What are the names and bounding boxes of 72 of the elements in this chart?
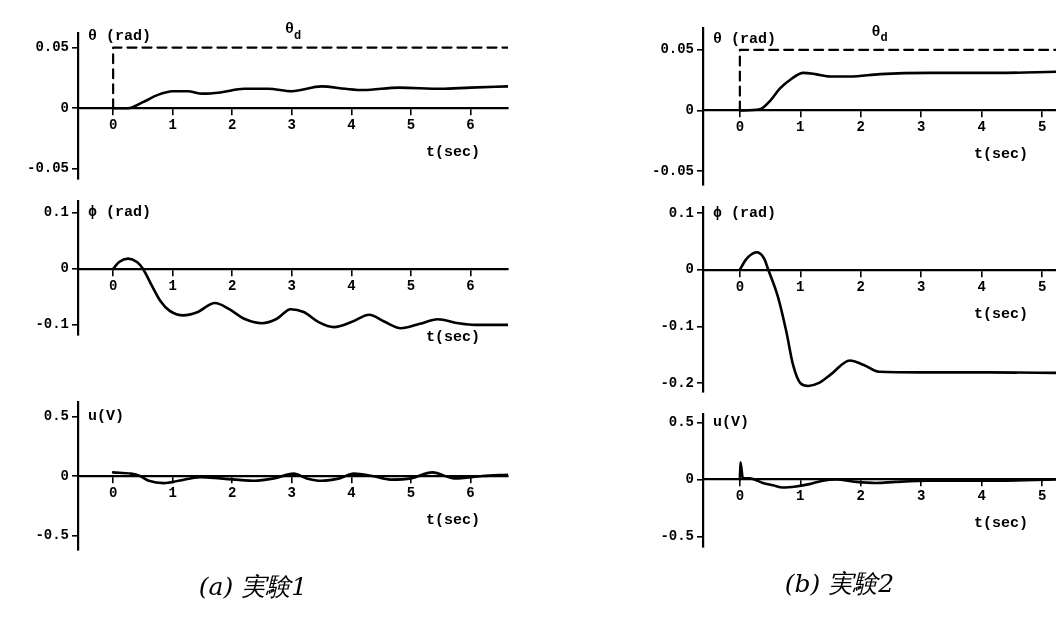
y-axis-title: u(V) [88,408,125,426]
y-tick-label: -0.1 [660,317,694,334]
x-axis-title: t(sec) [425,328,481,346]
y-tick-label: 0.1 [43,204,69,221]
x-tick-label: 5 [1037,119,1047,136]
x-tick-label: 5 [406,277,416,294]
x-tick-label: 2 [228,277,237,294]
x-axis-title: t(sec) [973,146,1029,164]
x-tick-label: 6 [466,277,475,294]
x-tick-label: 2 [856,488,865,505]
y-tick-label: 0.05 [35,39,69,56]
y-tick-label: 0 [60,467,69,484]
x-tick-label: 2 [856,119,865,136]
y-tick-label: 0.1 [668,204,694,221]
x-tick-label: 3 [287,117,297,134]
y-tick-label: -0.5 [35,527,69,544]
y-tick-label: -0.05 [26,160,69,177]
y-tick-label: 0.05 [660,41,694,58]
x-tick-label: 1 [796,488,805,505]
x-axis-title: t(sec) [425,511,481,529]
x-tick-label: 4 [347,277,356,294]
y-axis-title: u(V) [713,414,750,432]
y-axis-title: ϕ (rad) [88,204,152,222]
y-tick-label: 0 [685,261,694,278]
x-tick-label: 4 [977,278,986,295]
x-tick-label: 3 [917,119,926,136]
y-axis-title: θ (rad) [88,28,152,46]
x-tick-label: 3 [917,488,926,505]
x-tick-label: 1 [168,484,177,501]
text: (a) 実験1 [198,571,308,601]
x-tick-label: 5 [406,484,416,501]
y-tick-label: -0.05 [651,162,694,179]
x-tick-label: 3 [917,278,926,295]
x-tick-label: 1 [796,278,805,295]
x-tick-label: 0 [735,488,745,505]
x-tick-label: 4 [347,117,356,134]
x-tick-label: 1 [168,277,177,294]
x-tick-label: 2 [228,484,237,501]
y-tick-label: -0.5 [660,528,694,545]
x-tick-label: 6 [466,117,475,134]
x-tick-label: 0 [108,117,118,134]
y-tick-label: -0.2 [660,374,694,391]
x-tick-label: 0 [108,484,118,501]
x-tick-label: 1 [796,119,805,136]
x-tick-label: 5 [406,117,416,134]
x-tick-label: 0 [735,119,745,136]
y-tick-label: -0.1 [35,316,69,333]
y-axis-title: θ (rad) [713,30,777,48]
y-tick-label: 0 [60,99,69,116]
x-axis-title: t(sec) [973,305,1029,323]
x-tick-label: 1 [168,117,177,134]
x-tick-label: 6 [466,484,475,501]
x-tick-label: 2 [228,117,237,134]
y-tick-label: 0 [685,471,694,488]
y-tick-label: 0.5 [43,407,69,424]
x-tick-label: 2 [856,278,865,295]
y-tick-label: 0 [685,102,694,119]
y-tick-label: 0.5 [668,413,694,430]
x-tick-label: 0 [108,277,118,294]
text: (b) 実験2 [784,568,895,598]
x-tick-label: 5 [1037,488,1047,505]
x-tick-label: 3 [287,277,297,294]
y-tick-label: 0 [60,260,69,277]
x-tick-label: 0 [735,278,745,295]
x-axis-title: t(sec) [425,144,481,162]
x-axis-title: t(sec) [973,515,1029,533]
y-axis-title: ϕ (rad) [713,204,777,222]
x-tick-label: 4 [977,119,986,136]
x-tick-label: 4 [977,488,986,505]
x-tick-label: 3 [287,484,297,501]
x-tick-label: 5 [1037,278,1047,295]
x-tick-label: 4 [347,484,356,501]
